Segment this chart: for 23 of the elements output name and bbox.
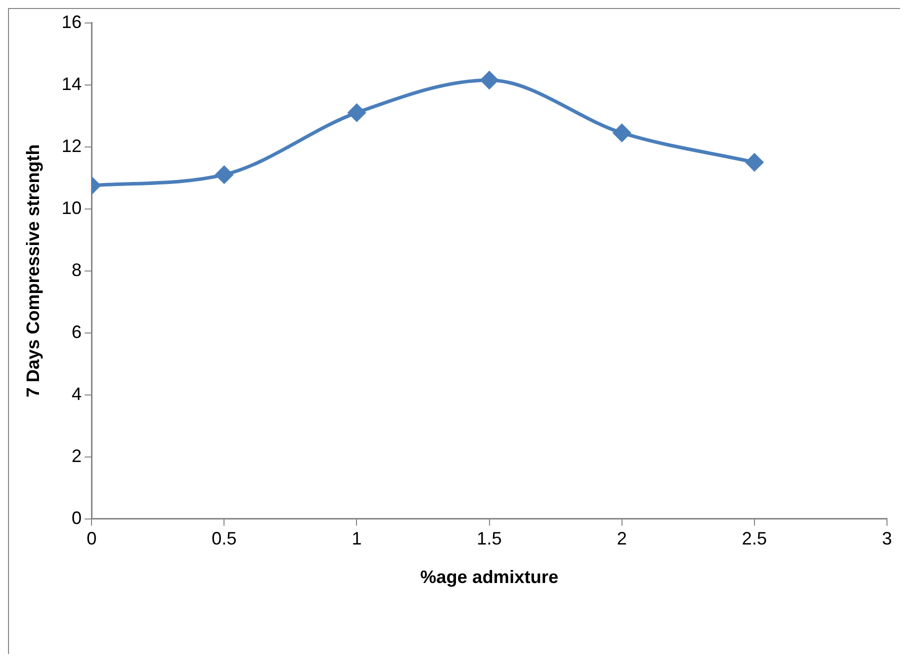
y-tick-label: 2 — [72, 446, 82, 466]
x-tick-label: 2 — [616, 528, 627, 549]
x-tick-label: 3 — [882, 528, 892, 549]
x-tick-label: 1 — [352, 528, 362, 549]
x-axis-title: %age admixture — [420, 567, 558, 588]
point — [746, 154, 764, 172]
x-tick-label: 1.5 — [476, 528, 502, 549]
x-tick-label: 0.5 — [212, 528, 237, 549]
y-tick-label: 0 — [72, 508, 82, 528]
y-tick-label: 16 — [62, 12, 82, 32]
x-tick-label: 0 — [86, 528, 97, 549]
y-tick-label: 8 — [72, 260, 82, 280]
y-tick-label: 10 — [62, 198, 82, 218]
y-axis-title: 7 Days Compressive strength — [22, 144, 43, 398]
point — [348, 104, 366, 122]
point — [613, 124, 631, 142]
point — [480, 71, 498, 89]
x-tick-label: 2.5 — [742, 528, 767, 549]
y-tick-label: 12 — [62, 136, 82, 156]
y-tick-label: 4 — [72, 384, 82, 404]
y-tick-label: 6 — [72, 322, 82, 342]
point — [215, 166, 233, 184]
y-tick-label: 14 — [62, 74, 82, 94]
